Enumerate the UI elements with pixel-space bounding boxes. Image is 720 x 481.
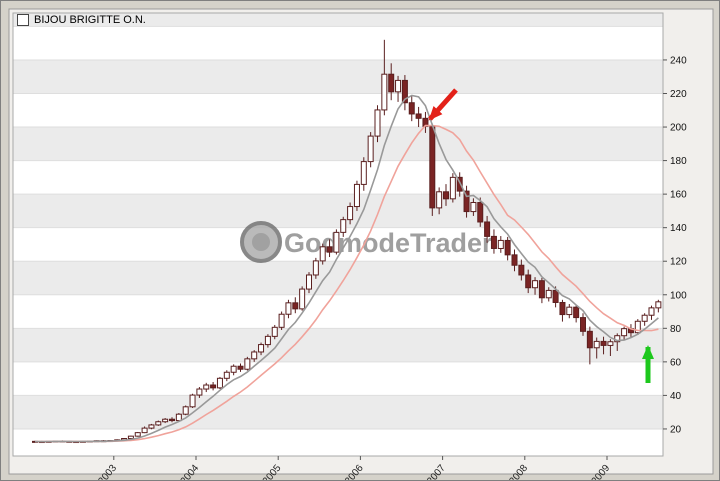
y-axis-label: 220 (670, 89, 687, 100)
y-axis-label: 80 (670, 324, 682, 335)
svg-text:GodmodeTrader: GodmodeTrader (284, 228, 493, 258)
y-axis-label: 140 (670, 223, 687, 234)
y-axis-label: 120 (670, 257, 687, 268)
y-axis-label: 180 (670, 156, 687, 167)
y-axis-label: 60 (670, 357, 682, 368)
y-axis-label: 100 (670, 290, 687, 301)
fast-moving-average-line (34, 94, 659, 443)
slow-moving-average-line (34, 124, 659, 443)
y-axis-label: 40 (670, 391, 682, 402)
y-axis-label: 20 (670, 424, 682, 435)
legend-checkbox[interactable] (17, 14, 29, 26)
red-arrow (428, 88, 458, 121)
y-axis-label: 200 (670, 123, 687, 134)
candlesticks (32, 39, 662, 444)
legend-label: BIJOU BRIGITTE O.N. (34, 14, 146, 26)
y-axis-label: 160 (670, 190, 687, 201)
y-axis-label: 240 (670, 55, 687, 66)
series-legend: BIJOU BRIGITTE O.N. (17, 14, 146, 26)
